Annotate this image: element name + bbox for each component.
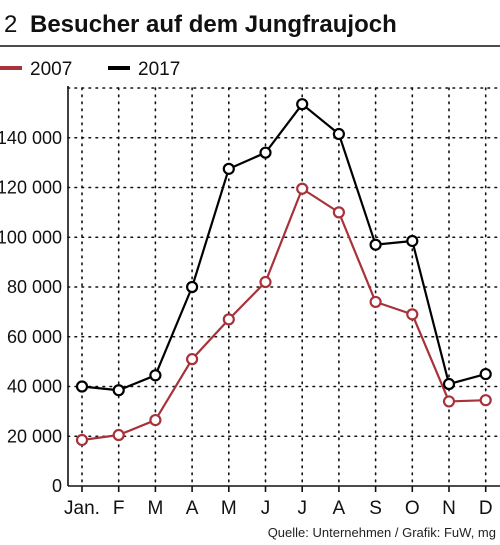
x-tick-label: M — [147, 498, 163, 519]
x-tick-label: M — [221, 498, 237, 519]
data-point-2017 — [186, 280, 199, 294]
x-tick-label: J — [261, 498, 271, 519]
y-tick-label: 20 000 — [7, 426, 62, 446]
legend-label-2017: 2017 — [138, 59, 180, 80]
y-tick-label: 80 000 — [7, 277, 62, 297]
x-tick-label: A — [333, 498, 346, 519]
data-point-2007 — [222, 313, 235, 326]
y-tick-label: 120 000 — [0, 178, 62, 198]
series-layer — [75, 98, 492, 447]
grid — [67, 87, 500, 487]
y-tick-label: 60 000 — [7, 327, 62, 347]
data-point-2007 — [149, 413, 162, 427]
y-tick-label: 100 000 — [0, 227, 62, 247]
legend-label-2007: 2007 — [30, 59, 72, 80]
x-tick-label: O — [405, 498, 420, 519]
x-tick-label: D — [479, 498, 493, 519]
y-tick-label: 40 000 — [7, 377, 62, 397]
data-point-2007 — [442, 395, 456, 408]
series-line-2017 — [81, 103, 486, 392]
x-tick-label: N — [442, 498, 456, 519]
data-point-2007 — [479, 394, 492, 407]
data-point-2017 — [112, 384, 125, 397]
x-tick-label: F — [113, 498, 125, 519]
chart-number: 2 — [4, 11, 17, 38]
data-point-2007 — [406, 308, 419, 321]
data-point-2017 — [406, 234, 419, 248]
data-point-2007 — [369, 295, 382, 309]
data-point-2007 — [186, 353, 199, 366]
data-point-2007 — [259, 275, 272, 289]
data-point-2007 — [332, 206, 345, 219]
data-point-2017 — [442, 377, 456, 391]
source-note: Quelle: Unternehmen / Grafik: FuW, mg — [268, 525, 496, 540]
x-tick-label: Jan. — [64, 498, 100, 519]
data-point-2017 — [75, 380, 89, 393]
data-point-2007 — [112, 428, 125, 442]
data-point-2017 — [222, 162, 235, 175]
y-tick-label: 0 — [52, 476, 62, 496]
data-point-2017 — [296, 98, 309, 111]
x-tick-label: S — [369, 498, 382, 519]
data-point-2007 — [75, 433, 89, 447]
x-tick-label: A — [186, 498, 199, 519]
data-point-2017 — [369, 238, 382, 251]
x-tick-labels: Jan. F M A M J J A S O N D — [64, 498, 493, 519]
y-tick-labels: 0 20 000 40 000 60 000 80 000 100 000 120 000 1… — [0, 128, 62, 496]
data-point-2007 — [296, 182, 309, 195]
data-point-2017 — [479, 367, 492, 381]
data-point-2017 — [259, 146, 272, 159]
chart-title: Besucher auf dem Jungfraujoch — [30, 11, 397, 38]
data-point-2017 — [332, 127, 345, 141]
x-tick-label: J — [297, 498, 307, 519]
axes — [67, 86, 500, 492]
y-tick-label: 140 000 — [0, 128, 62, 148]
series-line-2007 — [81, 187, 486, 442]
legend: 2007 2017 — [0, 59, 180, 80]
data-point-2017 — [149, 369, 162, 382]
